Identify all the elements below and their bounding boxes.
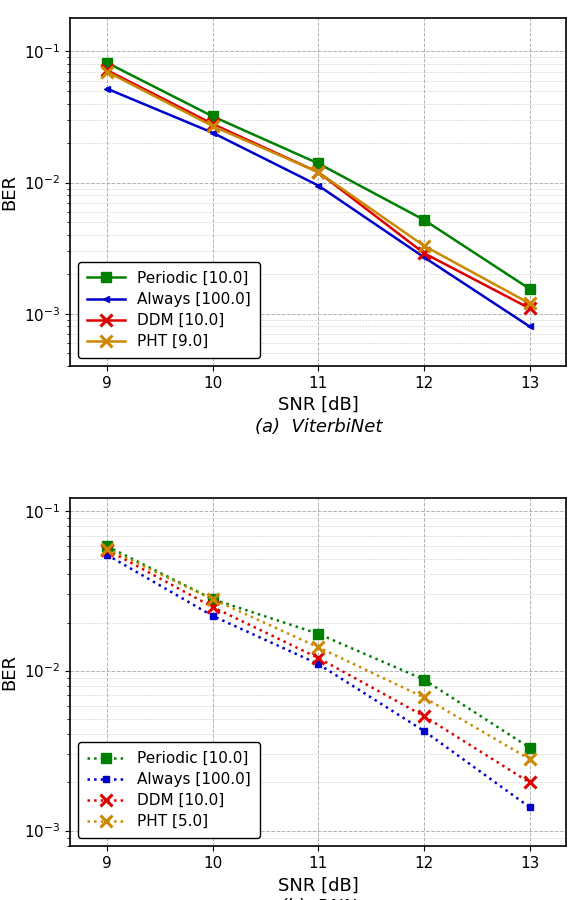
Always [100.0] — [315, 180, 322, 191]
PHT [5.0] — [315, 642, 322, 652]
PHT [9.0] — [103, 67, 110, 77]
Periodic [10.0] — [526, 742, 533, 753]
Y-axis label: BER: BER — [1, 174, 19, 210]
DDM [10.0] — [420, 248, 427, 258]
DDM [10.0] — [103, 544, 110, 555]
Periodic [10.0] — [315, 628, 322, 639]
Always [100.0] — [103, 84, 110, 94]
Periodic [10.0] — [103, 58, 110, 68]
Line: Always [100.0]: Always [100.0] — [103, 552, 533, 811]
Periodic [10.0] — [209, 111, 216, 122]
PHT [9.0] — [526, 298, 533, 309]
Always [100.0] — [420, 725, 427, 736]
PHT [5.0] — [526, 753, 533, 764]
Legend: Periodic [10.0], Always [100.0], DDM [10.0], PHT [5.0]: Periodic [10.0], Always [100.0], DDM [10… — [78, 742, 260, 839]
Always [100.0] — [209, 127, 216, 138]
Text: (a)  ViterbiNet: (a) ViterbiNet — [255, 418, 382, 436]
Periodic [10.0] — [420, 214, 427, 225]
DDM [10.0] — [526, 303, 533, 314]
DDM [10.0] — [526, 777, 533, 788]
Text: (b)  RNN: (b) RNN — [280, 898, 356, 900]
Periodic [10.0] — [420, 674, 427, 685]
DDM [10.0] — [315, 166, 322, 177]
PHT [9.0] — [209, 121, 216, 131]
PHT [9.0] — [315, 166, 322, 177]
Periodic [10.0] — [526, 284, 533, 294]
Line: DDM [10.0]: DDM [10.0] — [102, 65, 535, 314]
Always [100.0] — [315, 659, 322, 670]
DDM [10.0] — [209, 119, 216, 130]
Periodic [10.0] — [315, 158, 322, 169]
Line: PHT [5.0]: PHT [5.0] — [102, 543, 535, 765]
Y-axis label: BER: BER — [1, 654, 19, 690]
Periodic [10.0] — [209, 594, 216, 605]
DDM [10.0] — [103, 65, 110, 76]
Line: PHT [9.0]: PHT [9.0] — [102, 67, 535, 309]
PHT [5.0] — [209, 594, 216, 605]
Always [100.0] — [209, 610, 216, 621]
PHT [9.0] — [420, 240, 427, 251]
Always [100.0] — [526, 321, 533, 332]
DDM [10.0] — [315, 652, 322, 663]
Line: DDM [10.0]: DDM [10.0] — [102, 544, 535, 788]
Always [100.0] — [526, 802, 533, 813]
PHT [5.0] — [420, 692, 427, 703]
PHT [5.0] — [103, 544, 110, 554]
X-axis label: SNR [dB]: SNR [dB] — [278, 396, 359, 414]
X-axis label: SNR [dB]: SNR [dB] — [278, 877, 359, 895]
Line: Periodic [10.0]: Periodic [10.0] — [102, 58, 534, 293]
Always [100.0] — [103, 549, 110, 560]
Line: Always [100.0]: Always [100.0] — [103, 86, 533, 330]
Line: Periodic [10.0]: Periodic [10.0] — [102, 542, 534, 752]
Periodic [10.0] — [103, 541, 110, 552]
DDM [10.0] — [209, 601, 216, 612]
DDM [10.0] — [420, 711, 427, 722]
Always [100.0] — [420, 252, 427, 263]
Legend: Periodic [10.0], Always [100.0], DDM [10.0], PHT [9.0]: Periodic [10.0], Always [100.0], DDM [10… — [78, 262, 260, 358]
